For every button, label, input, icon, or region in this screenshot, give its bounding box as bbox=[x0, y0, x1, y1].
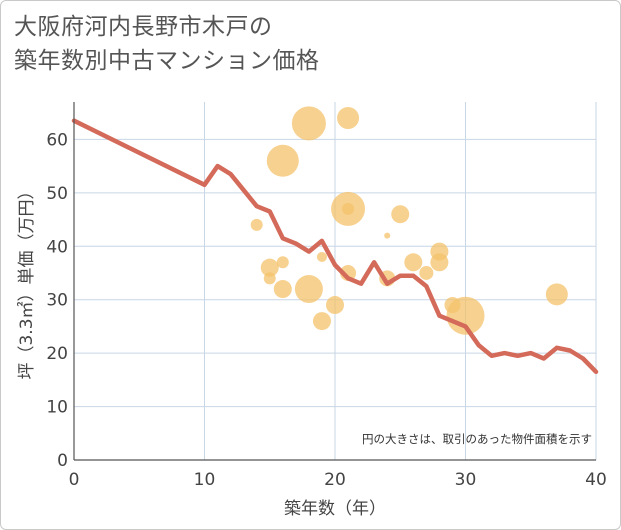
title-line-2: 築年数別中古マンション価格 bbox=[14, 48, 320, 74]
x-axis-label: 築年数（年） bbox=[284, 499, 386, 519]
y-tick-label: 60 bbox=[46, 130, 68, 150]
data-bubble bbox=[430, 253, 449, 272]
data-bubble bbox=[263, 272, 276, 285]
grid bbox=[74, 102, 597, 460]
y-tick-label: 10 bbox=[46, 398, 68, 418]
chart-note: 円の大きさは、取引のあった物件面積を示す bbox=[362, 432, 592, 446]
data-bubble bbox=[419, 265, 434, 280]
data-bubble bbox=[545, 283, 568, 306]
x-tick-label: 10 bbox=[194, 470, 216, 490]
data-bubble bbox=[337, 107, 360, 130]
data-bubble bbox=[391, 205, 410, 224]
y-tick-label: 20 bbox=[46, 344, 68, 364]
data-bubble bbox=[260, 258, 279, 277]
title-line-1: 大阪府河内長野市木戸の bbox=[14, 14, 273, 40]
data-bubble bbox=[250, 218, 263, 231]
x-tick-label: 40 bbox=[585, 470, 607, 490]
data-bubble bbox=[404, 253, 423, 272]
y-axis-label: 坪（3.3㎡）単価（万円） bbox=[17, 182, 37, 379]
data-bubble bbox=[446, 296, 485, 335]
price-line bbox=[71, 118, 599, 375]
y-tick-label: 50 bbox=[46, 184, 68, 204]
data-bubble bbox=[266, 144, 299, 177]
data-bubble bbox=[384, 232, 391, 239]
y-tick-label: 30 bbox=[46, 291, 68, 311]
data-bubble bbox=[342, 202, 355, 215]
x-tick-label: 0 bbox=[69, 470, 80, 490]
data-bubble bbox=[273, 280, 292, 299]
x-tick-label: 20 bbox=[324, 470, 346, 490]
data-bubble bbox=[294, 275, 323, 304]
x-tick-label: 30 bbox=[455, 470, 477, 490]
series-line bbox=[71, 118, 599, 375]
data-bubble bbox=[276, 256, 289, 269]
axes: 0 10 20 30 40 50 60 0 10 20 30 40 bbox=[46, 102, 607, 490]
data-bubble bbox=[316, 251, 327, 262]
y-tick-label: 0 bbox=[57, 451, 68, 471]
y-tick-label: 40 bbox=[46, 237, 68, 257]
chart-title: 大阪府河内長野市木戸の 築年数別中古マンション価格 bbox=[14, 10, 320, 78]
data-bubble bbox=[291, 106, 326, 141]
data-bubble bbox=[326, 296, 344, 315]
data-bubble bbox=[312, 312, 331, 331]
